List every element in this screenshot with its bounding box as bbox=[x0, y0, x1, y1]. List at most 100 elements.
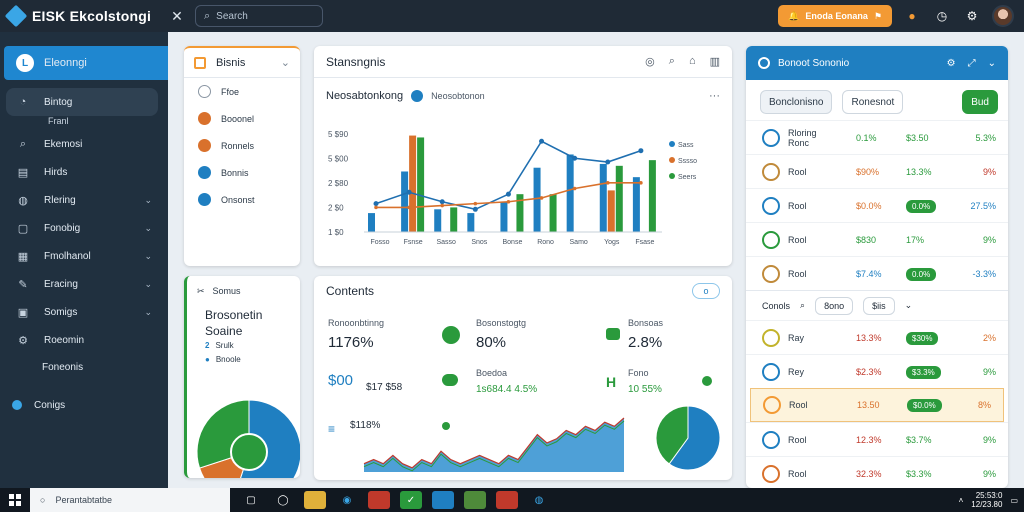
chat-icon[interactable]: ◯ bbox=[277, 494, 289, 506]
sidebar-item-conigs[interactable]: Conigs bbox=[0, 390, 168, 420]
sidebar-item-bintog[interactable]: ◔ Bintog bbox=[6, 88, 158, 116]
brand: EISK Ekcolstongi bbox=[0, 4, 165, 28]
tab-ronesnot[interactable]: Ronesnot bbox=[842, 90, 904, 114]
task-view-icon[interactable]: ▢ bbox=[246, 494, 256, 506]
clock[interactable]: 25:53:0 12/23.80 bbox=[971, 491, 1002, 509]
avatar[interactable] bbox=[992, 5, 1014, 27]
x-tick-label: Snos bbox=[471, 239, 487, 246]
zoom-icon[interactable]: ⤢ bbox=[967, 57, 976, 69]
start-button[interactable] bbox=[0, 494, 30, 506]
row-value-2-cell: $3.3% bbox=[906, 365, 966, 379]
more-options-icon[interactable]: ··· bbox=[709, 90, 720, 102]
list-icon: ≡ bbox=[328, 422, 336, 436]
tab-bonclonisno[interactable]: Bonclonisno bbox=[760, 90, 833, 114]
search-icon[interactable]: ⌕ bbox=[800, 300, 806, 310]
chevron-down-icon[interactable]: ⌄ bbox=[904, 300, 913, 310]
app-logo-icon bbox=[4, 4, 28, 28]
pill-label: Enoda Eonana bbox=[805, 11, 868, 21]
menu-item[interactable]: Ronnels bbox=[184, 132, 300, 159]
toggle-button[interactable]: o bbox=[692, 283, 720, 299]
notification-pill-button[interactable]: 🔔 Enoda Eonana ⚑ bbox=[778, 5, 892, 27]
row-value-3: 9% bbox=[982, 434, 996, 445]
table-row[interactable]: Rool 32.3% $3.3% 9% bbox=[746, 456, 1008, 488]
sidebar-item-ekemosi[interactable]: ⌕ Ekemosi bbox=[0, 130, 168, 158]
chart-subtitle: Neosabtonkong bbox=[326, 90, 404, 102]
target-icon[interactable]: ◎ bbox=[645, 56, 655, 68]
globe-icon[interactable]: ◍ bbox=[534, 494, 544, 506]
sidebar-sub-label[interactable]: Franl bbox=[48, 116, 69, 126]
photos-icon[interactable] bbox=[464, 491, 486, 509]
top-bar: EISK Ekcolstongi ✕ ⌕ Search 🔔 Enoda Eona… bbox=[0, 0, 1024, 32]
settings-icon[interactable]: ⚙ bbox=[966, 9, 978, 23]
sidebar-item-fmolhanol[interactable]: ▦ Fmolhanol ⌄ bbox=[0, 242, 168, 270]
stat-item: Ronoonbtinng 1176% bbox=[328, 318, 384, 351]
sidebar-item-hirds[interactable]: ▤ Hirds bbox=[0, 158, 168, 186]
add-button[interactable]: Bud bbox=[962, 90, 998, 114]
row-value-2-cell: $3.3% bbox=[906, 469, 966, 479]
filter-bar: Conols ⌕ 8ono $iis ⌄ bbox=[746, 290, 1008, 320]
row-name: Rey bbox=[788, 367, 856, 377]
chevron-up-icon[interactable]: ˄ bbox=[958, 495, 964, 505]
check-app-icon[interactable]: ✓ bbox=[400, 491, 422, 509]
search-icon[interactable]: ⌕ bbox=[668, 55, 675, 67]
row-value-2: 13.3% bbox=[906, 166, 932, 177]
search-input[interactable]: ⌕ Search bbox=[195, 5, 323, 27]
row-icon bbox=[762, 430, 780, 449]
notification-icon[interactable]: ▭ bbox=[1010, 495, 1018, 505]
stat-label: $00 bbox=[328, 372, 354, 389]
stat-item: Bonsoas 2.8% bbox=[628, 318, 663, 351]
table-row[interactable]: Rool $830 17% 9% bbox=[746, 222, 1008, 256]
chevron-down-icon[interactable]: ⌄ bbox=[987, 57, 996, 69]
taskbar-search-input[interactable]: ○ Perantabtatbe bbox=[30, 488, 230, 512]
bar bbox=[533, 167, 541, 232]
media-icon[interactable] bbox=[368, 491, 390, 509]
menu-item[interactable]: Ffoe bbox=[184, 78, 300, 105]
gallery-icon[interactable]: ▥ bbox=[709, 56, 720, 68]
sidebar-item-rlering[interactable]: ◍ Rlering ⌄ bbox=[0, 186, 168, 214]
flag-icon: ⚑ bbox=[873, 10, 882, 21]
table-row[interactable]: Rool $0.0% 0.0% 27.5% bbox=[746, 188, 1008, 222]
filter-field[interactable]: 8ono bbox=[815, 296, 854, 315]
chart-card-actions: ◎ ⌕ ⌂ ▥ bbox=[645, 55, 720, 68]
folder-icon[interactable] bbox=[304, 491, 326, 509]
close-icon[interactable]: ✕ bbox=[171, 7, 183, 24]
table-row[interactable]: Rool $90% 13.3% 9% bbox=[746, 154, 1008, 188]
browser-icon[interactable]: ◉ bbox=[342, 494, 352, 506]
status-dot-icon bbox=[442, 422, 450, 430]
table-row[interactable]: Rool 12.3% $3.7% 9% bbox=[746, 422, 1008, 456]
sidebar-item-somigs[interactable]: ▣ Somigs ⌄ bbox=[0, 298, 168, 326]
filter-field-2[interactable]: $iis bbox=[863, 296, 895, 315]
menu-item[interactable]: Booonel bbox=[184, 105, 300, 132]
menu-item[interactable]: Onsonst bbox=[184, 186, 300, 213]
table-row[interactable]: Rloring Ronc 0.1% $3.50 5.3% bbox=[746, 120, 1008, 154]
sidebar-item-eracing[interactable]: ✎ Eracing ⌄ bbox=[0, 270, 168, 298]
sidebar-item-fonobig[interactable]: ▢ Fonobig ⌄ bbox=[0, 214, 168, 242]
gear-icon[interactable]: ⚙ bbox=[946, 57, 956, 69]
clock-icon[interactable]: ◷ bbox=[936, 9, 948, 23]
sidebar-item-foneonis[interactable]: Foneonis bbox=[42, 361, 84, 373]
chevron-down-icon: ⌄ bbox=[144, 306, 152, 317]
y-tick-label: 2 $80 bbox=[328, 179, 349, 188]
sidebar-header[interactable]: L Eleonngi bbox=[4, 46, 168, 80]
menu-item[interactable]: Bonnis bbox=[184, 159, 300, 186]
bar bbox=[607, 190, 615, 232]
message-icon[interactable]: ● bbox=[908, 9, 916, 23]
pin-icon[interactable]: ⌂ bbox=[688, 55, 696, 67]
sidebar-item-roeomin[interactable]: ⚙ Roeomin bbox=[0, 326, 168, 354]
menu-list: Ffoe Booonel Ronnels Bonnis Onsonst bbox=[184, 78, 300, 213]
main-content: Bisnis ⌄ Ffoe Booonel Ronnels Bonnis Onsonst… bbox=[168, 32, 1024, 488]
sidebar-item-label: Fonobig bbox=[44, 222, 81, 234]
panel-icon bbox=[758, 57, 770, 69]
menu-card-header[interactable]: Bisnis ⌄ bbox=[184, 48, 300, 78]
bar bbox=[368, 213, 375, 232]
store-icon[interactable] bbox=[496, 491, 518, 509]
row-value: 13.50 bbox=[857, 400, 880, 410]
table-row[interactable]: Rey $2.3% $3.3% 9% bbox=[746, 354, 1008, 388]
clock-time: 25:53:0 bbox=[975, 491, 1003, 500]
stat-value: $118% bbox=[350, 420, 381, 431]
mail-icon[interactable] bbox=[432, 491, 454, 509]
pie-chart bbox=[196, 399, 300, 478]
table-row[interactable]: Rool 13.50 $0.0% 8% bbox=[750, 388, 1004, 422]
table-row[interactable]: Rool $7.4% 0.0% -3.3% bbox=[746, 256, 1008, 290]
table-row[interactable]: Ray 13.3% $30% 2% bbox=[746, 320, 1008, 354]
